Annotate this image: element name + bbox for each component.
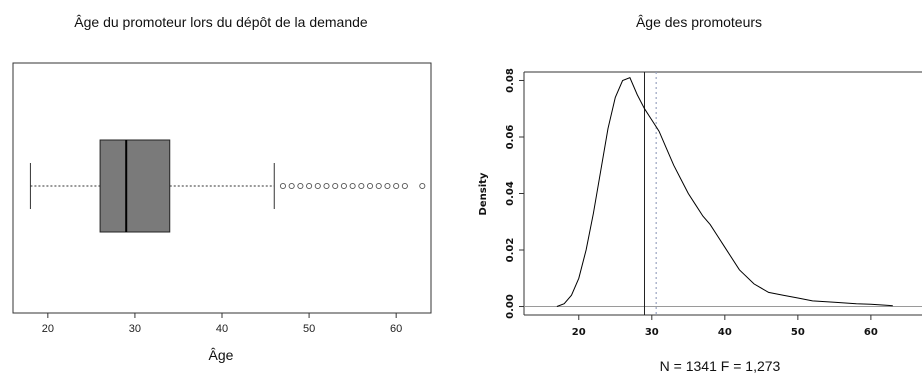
outlier-point [288,182,295,190]
density-title: Âge des promoteurs [636,14,762,30]
x-tick-label: 60 [390,323,402,335]
outlier-point [384,182,391,190]
density-curve [556,77,893,307]
y-tick-label: 0.02 [505,238,516,263]
outlier-point [306,182,313,190]
outlier-point [323,182,330,190]
x-tick-label: 30 [645,327,659,338]
x-tick-label: 30 [129,323,141,335]
y-tick-label: 0.06 [505,125,516,150]
outlier-point [401,182,408,190]
density-xlabel: N = 1341 F = 1,273 [660,358,781,374]
outlier-point [393,182,400,190]
x-tick-label: 50 [791,327,805,338]
outlier-point [279,182,287,190]
y-tick-label: 0.08 [505,68,516,93]
y-tick-label: 0.04 [505,181,516,206]
outlier-point [349,182,356,190]
outlier-point [419,182,426,190]
boxplot-title: Âge du promoteur lors du dépôt de la dem… [74,14,368,30]
x-tick-label: 50 [303,323,315,335]
x-tick-label: 40 [718,327,732,338]
outlier-point [297,182,304,190]
x-tick-label: 20 [42,323,54,335]
outlier-point [340,182,347,190]
outlier-point [375,182,382,190]
outlier-point [332,182,339,190]
boxplot-chart: Âge du promoteur lors du dépôt de la dem… [12,14,432,363]
outlier-point [314,182,321,190]
density-ylabel: Density [478,172,489,215]
x-tick-label: 60 [864,327,878,338]
boxplot-xlabel: Âge [209,347,234,363]
x-tick-label: 40 [216,323,228,335]
outlier-point [358,182,365,190]
x-tick-label: 20 [572,327,586,338]
y-tick-label: 0.00 [505,294,516,319]
density-chart: Âge des promoteurs Density 20 30 40 50 60 0.0… [478,14,922,374]
outlier-point [366,182,374,190]
iqr-box [99,139,171,233]
